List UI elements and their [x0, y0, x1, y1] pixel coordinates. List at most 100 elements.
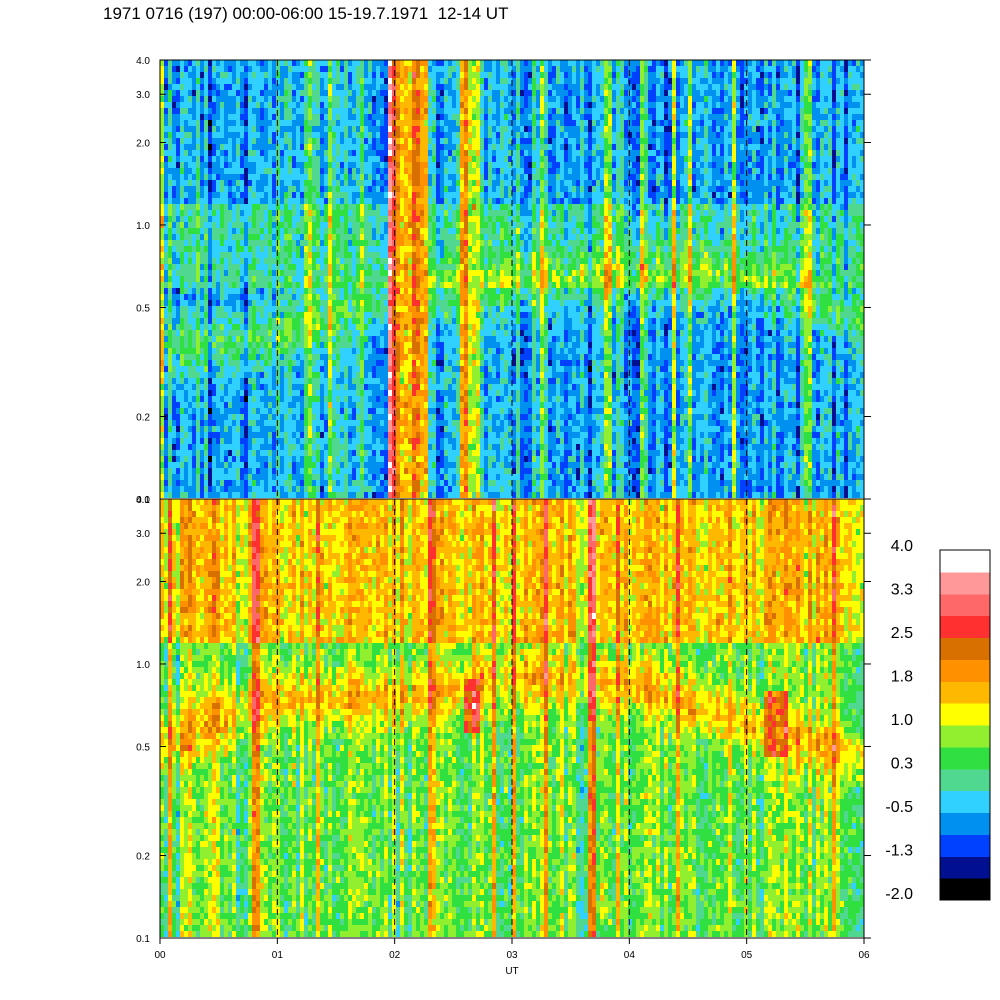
heatmap-cell: [412, 198, 416, 204]
heatmap-cell: [404, 120, 408, 126]
heatmap-cell: [344, 300, 348, 306]
heatmap-cell: [176, 216, 180, 222]
heatmap-cell: [352, 348, 356, 354]
heatmap-cell: [344, 480, 348, 486]
heatmap-cell: [360, 234, 364, 240]
heatmap-cell: [364, 66, 368, 72]
heatmap-cell: [276, 192, 280, 198]
heatmap-cell: [188, 222, 192, 228]
heatmap-cell: [248, 444, 252, 450]
heatmap-cell: [324, 174, 328, 180]
heatmap-cell: [420, 426, 424, 432]
heatmap-cell: [228, 300, 232, 306]
heatmap-cell: [316, 282, 320, 288]
heatmap-cell: [228, 258, 232, 264]
heatmap-cell: [348, 288, 352, 294]
heatmap-cell: [300, 402, 304, 408]
heatmap-cell: [320, 474, 324, 480]
heatmap-cell: [216, 192, 220, 198]
heatmap-cell: [196, 198, 200, 204]
heatmap-cell: [216, 396, 220, 402]
heatmap-cell: [208, 198, 212, 204]
heatmap-cell: [232, 426, 236, 432]
heatmap-cell: [264, 492, 268, 498]
heatmap-cell: [252, 174, 256, 180]
heatmap-cell: [376, 192, 380, 198]
heatmap-cell: [188, 450, 192, 456]
heatmap-cell: [388, 450, 392, 456]
heatmap-cell: [160, 126, 164, 132]
heatmap-cell: [268, 480, 272, 486]
heatmap-cell: [280, 438, 284, 444]
heatmap-cell: [396, 240, 400, 246]
heatmap-cell: [352, 150, 356, 156]
heatmap-cell: [380, 252, 384, 258]
heatmap-cell: [204, 162, 208, 168]
heatmap-cell: [320, 276, 324, 282]
heatmap-cell: [344, 456, 348, 462]
heatmap-cell: [300, 240, 304, 246]
heatmap-cell: [396, 288, 400, 294]
heatmap-cell: [224, 492, 228, 498]
heatmap-cell: [288, 168, 292, 174]
heatmap-cell: [300, 324, 304, 330]
heatmap-cell: [244, 150, 248, 156]
heatmap-cell: [240, 216, 244, 222]
heatmap-cell: [308, 156, 312, 162]
heatmap-cell: [320, 234, 324, 240]
heatmap-cell: [188, 126, 192, 132]
heatmap-cell: [216, 78, 220, 84]
heatmap-cell: [240, 342, 244, 348]
heatmap-cell: [400, 156, 404, 162]
heatmap-cell: [292, 438, 296, 444]
heatmap-cell: [268, 96, 272, 102]
heatmap-cell: [288, 258, 292, 264]
heatmap-cell: [332, 492, 336, 498]
heatmap-cell: [372, 438, 376, 444]
heatmap-cell: [224, 258, 228, 264]
heatmap-cell: [284, 360, 288, 366]
heatmap-cell: [168, 372, 172, 378]
heatmap-cell: [252, 402, 256, 408]
heatmap-cell: [344, 318, 348, 324]
heatmap-cell: [212, 330, 216, 336]
heatmap-cell: [204, 456, 208, 462]
heatmap-cell: [184, 480, 188, 486]
heatmap-cell: [412, 492, 416, 498]
heatmap-cell: [316, 228, 320, 234]
heatmap-cell: [364, 108, 368, 114]
heatmap-cell: [344, 336, 348, 342]
heatmap-cell: [248, 156, 252, 162]
heatmap-cell: [396, 426, 400, 432]
heatmap-cell: [320, 246, 324, 252]
heatmap-cell: [164, 90, 168, 96]
heatmap-cell: [212, 276, 216, 282]
heatmap-cell: [424, 198, 428, 204]
heatmap-cell: [244, 216, 248, 222]
heatmap-cell: [264, 96, 268, 102]
heatmap-cell: [216, 294, 220, 300]
heatmap-cell: [328, 246, 332, 252]
heatmap-cell: [224, 330, 228, 336]
heatmap-cell: [268, 90, 272, 96]
heatmap-cell: [244, 324, 248, 330]
heatmap-cell: [228, 276, 232, 282]
heatmap-cell: [224, 252, 228, 258]
heatmap-cell: [160, 204, 164, 210]
heatmap-cell: [168, 156, 172, 162]
heatmap-cell: [320, 72, 324, 78]
heatmap-cell: [352, 132, 356, 138]
heatmap-cell: [352, 420, 356, 426]
heatmap-cell: [200, 282, 204, 288]
heatmap-cell: [172, 420, 176, 426]
heatmap-cell: [332, 270, 336, 276]
heatmap-cell: [244, 468, 248, 474]
heatmap-cell: [208, 282, 212, 288]
heatmap-cell: [328, 318, 332, 324]
heatmap-cell: [188, 252, 192, 258]
heatmap-cell: [184, 390, 188, 396]
heatmap-cell: [320, 294, 324, 300]
heatmap-cell: [332, 288, 336, 294]
heatmap-cell: [392, 168, 396, 174]
heatmap-cell: [404, 156, 408, 162]
